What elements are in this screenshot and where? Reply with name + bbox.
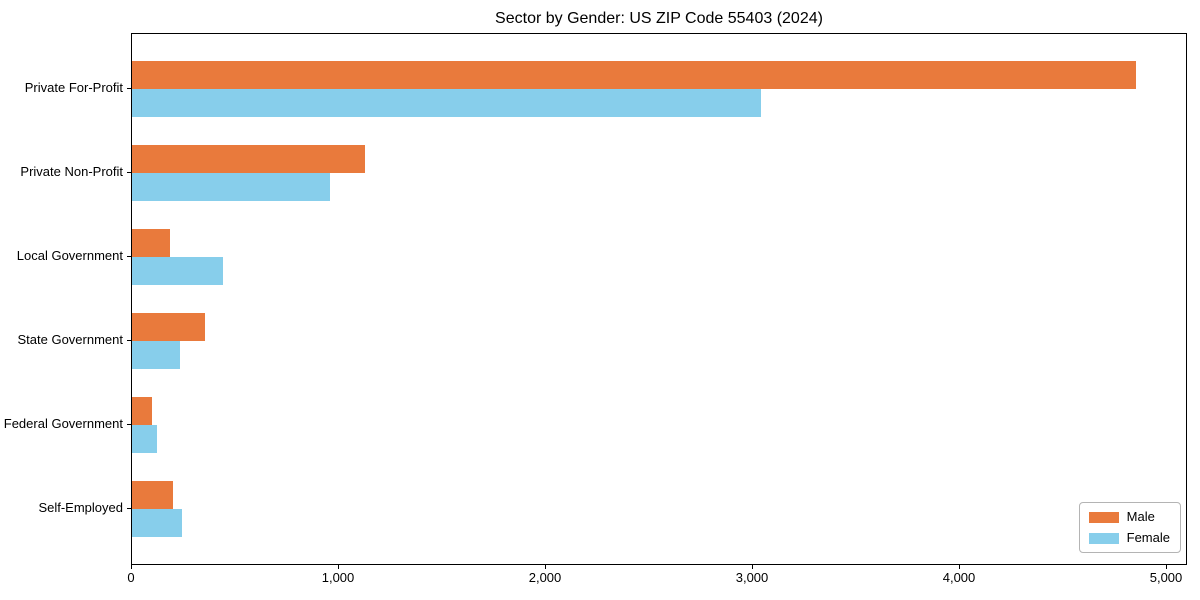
legend-item-male: Male — [1088, 509, 1170, 524]
y-axis-label: Federal Government — [3, 416, 123, 431]
bar-group — [132, 47, 1186, 131]
x-tick-mark — [545, 565, 546, 569]
x-axis-label: 3,000 — [735, 570, 769, 585]
bar-female — [132, 341, 180, 369]
bar-male — [132, 145, 365, 173]
x-tick-mark — [1166, 565, 1167, 569]
female-series-swatch-icon — [1088, 532, 1119, 544]
y-tick-mark — [127, 424, 131, 425]
bar-male — [132, 61, 1136, 89]
bar-male — [132, 481, 173, 509]
bar-female — [132, 425, 157, 453]
bar-female — [132, 509, 182, 537]
y-axis-label: State Government — [17, 332, 124, 347]
x-tick-mark — [131, 565, 132, 569]
x-axis-label: 1,000 — [321, 570, 355, 585]
y-axis-label: Self-Employed — [38, 500, 123, 515]
bar-group — [132, 383, 1186, 467]
bar-male — [132, 397, 152, 425]
chart-title: Sector by Gender: US ZIP Code 55403 (202… — [495, 10, 823, 27]
x-tick-mark — [338, 565, 339, 569]
x-axis-label: 5,000 — [1149, 570, 1183, 585]
y-tick-mark — [127, 172, 131, 173]
bar-female — [132, 89, 761, 117]
bar-group — [132, 215, 1186, 299]
legend: Male Female — [1078, 502, 1181, 553]
y-tick-mark — [127, 256, 131, 257]
bar-group — [132, 467, 1186, 551]
y-tick-mark — [127, 508, 131, 509]
bar-female — [132, 257, 223, 285]
x-axis-label: 0 — [127, 570, 135, 585]
male-series-swatch-icon — [1088, 511, 1119, 523]
bar-female — [132, 173, 330, 201]
plot-area: Male Female — [131, 33, 1187, 565]
x-tick-mark — [959, 565, 960, 569]
y-tick-mark — [127, 340, 131, 341]
x-axis-label: 2,000 — [528, 570, 562, 585]
x-axis-label: 4,000 — [942, 570, 976, 585]
bar-male — [132, 229, 170, 257]
legend-label-male: Male — [1126, 509, 1155, 524]
y-tick-mark — [127, 88, 131, 89]
legend-item-female: Female — [1088, 530, 1170, 545]
y-axis-label: Private Non-Profit — [20, 164, 123, 179]
bar-group — [132, 131, 1186, 215]
x-tick-mark — [752, 565, 753, 569]
bar-group — [132, 299, 1186, 383]
y-axis-label: Local Government — [16, 248, 123, 263]
bar-male — [132, 313, 205, 341]
legend-label-female: Female — [1126, 530, 1170, 545]
bars-container — [132, 34, 1186, 564]
y-axis-label: Private For-Profit — [24, 80, 123, 95]
